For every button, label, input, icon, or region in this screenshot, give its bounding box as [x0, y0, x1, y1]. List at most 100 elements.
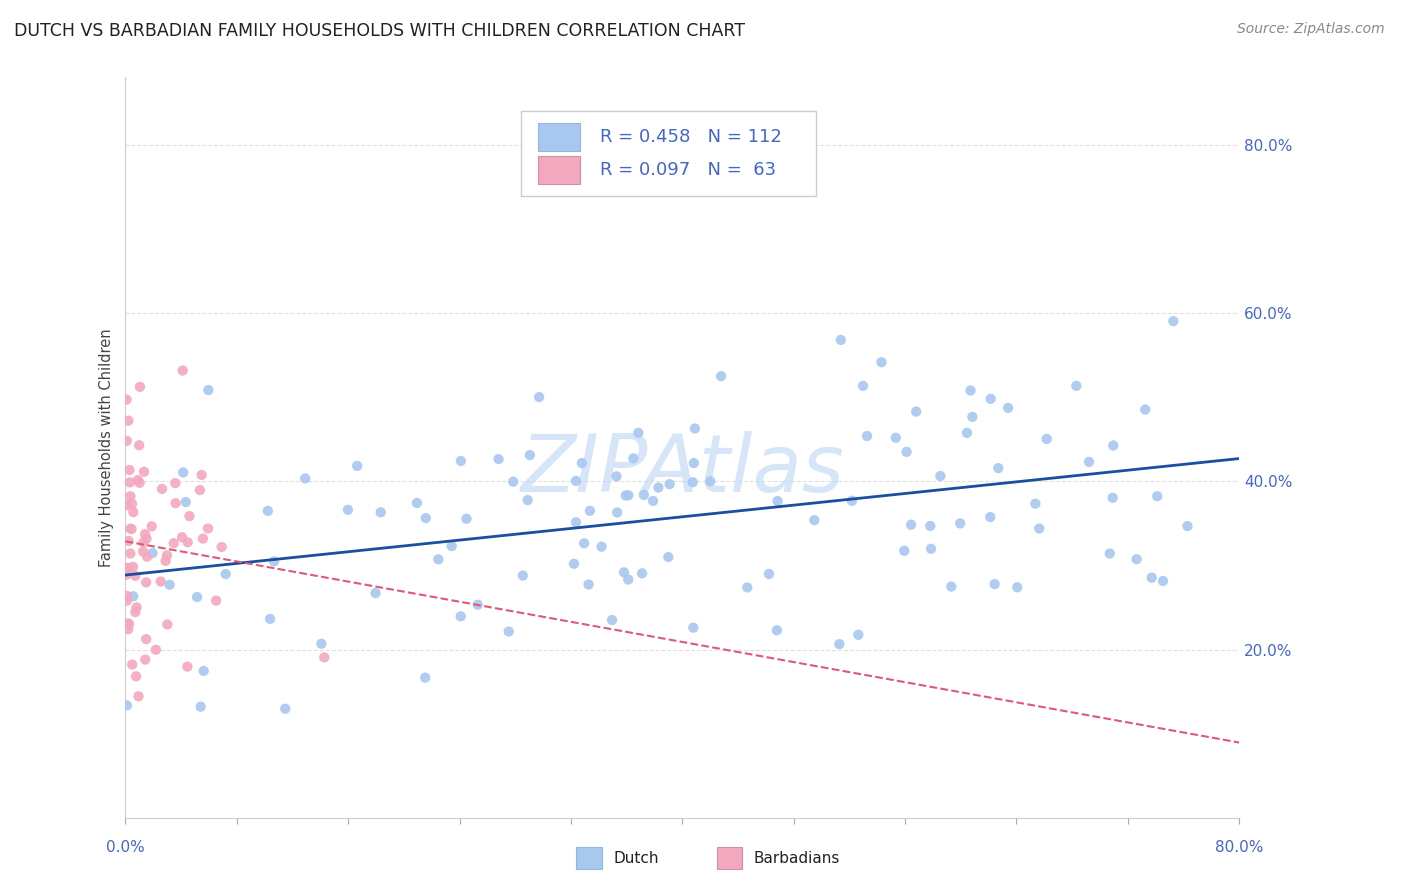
Text: R = 0.458   N = 112: R = 0.458 N = 112	[600, 128, 782, 145]
Point	[512, 568, 534, 582]
Point	[150, 482, 173, 496]
Point	[1125, 552, 1147, 566]
Point	[920, 519, 942, 533]
Point	[136, 549, 159, 564]
Point	[920, 541, 942, 556]
Point	[155, 554, 177, 568]
Point	[117, 622, 139, 636]
Point	[941, 580, 963, 594]
Point	[179, 509, 201, 524]
Point	[1140, 571, 1163, 585]
Point	[122, 560, 145, 574]
Point	[1078, 455, 1101, 469]
Point	[565, 474, 588, 488]
Point	[956, 425, 979, 440]
Point	[841, 493, 863, 508]
Point	[571, 456, 593, 470]
Point	[1007, 580, 1029, 594]
Point	[163, 536, 186, 550]
Point	[591, 540, 613, 554]
Point	[900, 517, 922, 532]
Text: ZIPAtlas: ZIPAtlas	[520, 431, 844, 509]
Point	[124, 605, 146, 619]
Point	[415, 511, 437, 525]
Point	[766, 494, 789, 508]
Point	[647, 481, 669, 495]
Point	[1152, 574, 1174, 588]
Point	[856, 429, 879, 443]
Point	[115, 593, 138, 607]
Point	[257, 504, 280, 518]
Point	[122, 589, 145, 603]
Point	[682, 621, 704, 635]
Point	[259, 612, 281, 626]
Point	[683, 421, 706, 435]
Point	[165, 476, 187, 491]
Point	[134, 652, 156, 666]
Point	[803, 513, 825, 527]
Point	[848, 628, 870, 642]
Point	[516, 493, 538, 508]
Point	[1028, 522, 1050, 536]
FancyBboxPatch shape	[537, 156, 579, 184]
Point	[114, 561, 136, 575]
Point	[613, 566, 636, 580]
Point	[627, 425, 650, 440]
Point	[121, 522, 143, 536]
Point	[929, 469, 952, 483]
Point	[828, 637, 851, 651]
Point	[117, 616, 139, 631]
Point	[488, 452, 510, 467]
Text: Barbadians: Barbadians	[754, 851, 839, 865]
Point	[614, 489, 637, 503]
Text: Source: ZipAtlas.com: Source: ZipAtlas.com	[1237, 22, 1385, 37]
Point	[115, 567, 138, 582]
Point	[578, 577, 600, 591]
Point	[657, 549, 679, 564]
Point	[314, 650, 336, 665]
Point	[172, 530, 194, 544]
Point	[997, 401, 1019, 415]
Point	[562, 557, 585, 571]
Text: R = 0.097   N =  63: R = 0.097 N = 63	[600, 161, 776, 179]
Point	[579, 504, 602, 518]
Point	[1098, 547, 1121, 561]
Point	[905, 404, 928, 418]
Point	[127, 473, 149, 487]
Point	[440, 539, 463, 553]
Point	[135, 532, 157, 546]
Point	[983, 577, 1005, 591]
Point	[274, 702, 297, 716]
Point	[1135, 402, 1157, 417]
Point	[699, 475, 721, 489]
Y-axis label: Family Households with Children: Family Households with Children	[100, 328, 114, 567]
Point	[1066, 379, 1088, 393]
Point	[623, 451, 645, 466]
Point	[450, 609, 472, 624]
Point	[120, 546, 142, 560]
Point	[572, 536, 595, 550]
Point	[121, 497, 143, 511]
Point	[498, 624, 520, 639]
Point	[896, 445, 918, 459]
Point	[959, 384, 981, 398]
Point	[190, 467, 212, 482]
Point	[117, 561, 139, 575]
Point	[125, 600, 148, 615]
Point	[186, 590, 208, 604]
Point	[191, 532, 214, 546]
Point	[370, 505, 392, 519]
Point	[197, 383, 219, 397]
Point	[830, 333, 852, 347]
Point	[641, 494, 664, 508]
Point	[631, 566, 654, 581]
Point	[450, 454, 472, 468]
Point	[118, 475, 141, 490]
Point	[193, 664, 215, 678]
FancyBboxPatch shape	[537, 122, 579, 151]
Point	[149, 574, 172, 589]
Point	[205, 593, 228, 607]
Text: Dutch: Dutch	[613, 851, 658, 865]
Point	[118, 617, 141, 632]
Point	[311, 637, 333, 651]
